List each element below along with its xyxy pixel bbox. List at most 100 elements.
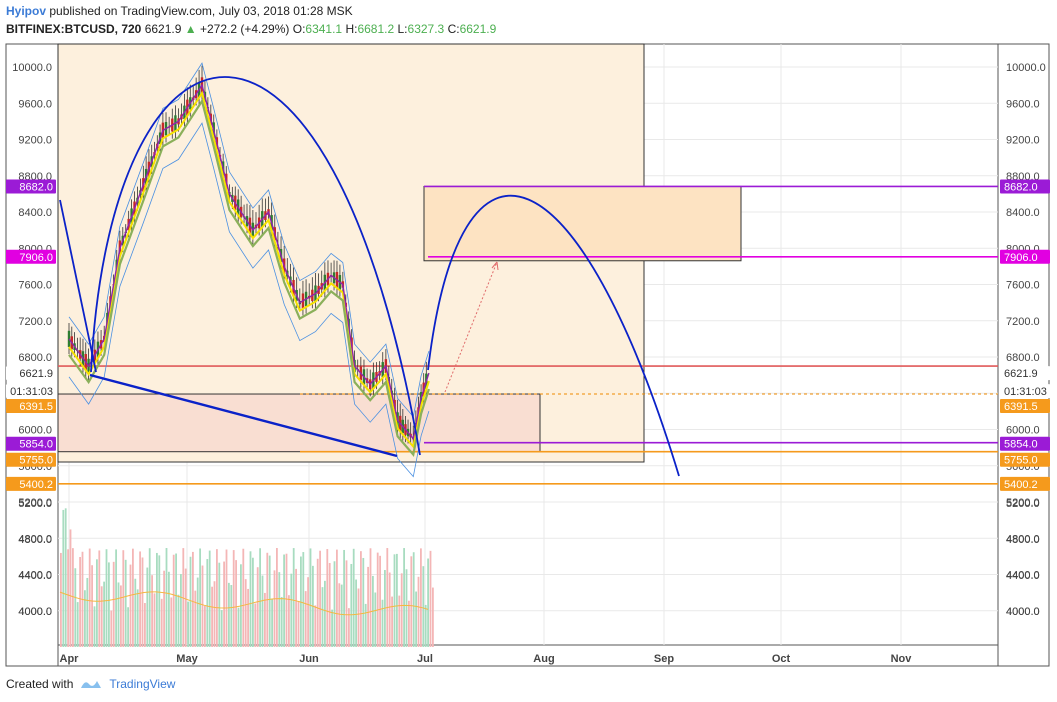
volume-bar bbox=[115, 549, 117, 647]
volume-bar bbox=[369, 548, 372, 647]
volume-bar bbox=[213, 581, 216, 647]
volume-bar bbox=[338, 583, 341, 647]
volume-bar bbox=[158, 555, 161, 647]
price-tick-label-left: 5200.0 bbox=[18, 497, 52, 509]
close-line bbox=[68, 83, 430, 441]
price-tick-label-right: 7600.0 bbox=[1006, 280, 1040, 292]
volume-bar bbox=[391, 596, 393, 647]
price-tag-right bbox=[1000, 384, 1050, 399]
price-tag-left bbox=[6, 384, 56, 399]
volume-bar bbox=[340, 584, 343, 647]
lower-band-line bbox=[68, 122, 430, 478]
price-tag-text-right: 5755.0 bbox=[1004, 455, 1038, 467]
candle-body bbox=[67, 330, 71, 347]
footer: Created with TradingView bbox=[6, 677, 175, 691]
upper-band-line bbox=[68, 62, 430, 418]
close-label: C: bbox=[447, 22, 460, 36]
volume-bar bbox=[398, 595, 401, 647]
cycle-arc-1 bbox=[90, 76, 421, 456]
volume-bar bbox=[177, 594, 180, 647]
volume-bar bbox=[388, 572, 391, 647]
price-tick-label-right: 4800.0 bbox=[1006, 533, 1040, 545]
volume-bar bbox=[410, 556, 413, 647]
price-tag-text-left: 5854.0 bbox=[19, 439, 53, 451]
volume-bar bbox=[69, 529, 72, 647]
time-tick-label: Nov bbox=[891, 653, 913, 665]
price-tag-text-right: 5400.2 bbox=[1004, 479, 1038, 491]
volume-bar bbox=[412, 552, 415, 647]
volume-bar bbox=[175, 553, 177, 647]
tradingview-brand[interactable]: TradingView bbox=[109, 677, 176, 691]
volume-bar bbox=[134, 578, 137, 647]
price-tag-text-left: 8682.0 bbox=[19, 181, 53, 193]
volume-bar bbox=[283, 554, 285, 647]
volume-bar bbox=[165, 548, 168, 647]
volume-bar bbox=[405, 569, 408, 647]
volume-bar bbox=[309, 548, 312, 647]
open-value: 6341.1 bbox=[305, 22, 343, 36]
volume-bar bbox=[403, 548, 405, 647]
volume-layer bbox=[59, 508, 434, 647]
volume-bar bbox=[127, 607, 129, 647]
price-tick-label-left: 7600.0 bbox=[18, 280, 52, 292]
volume-bar bbox=[235, 560, 237, 647]
volume-bar bbox=[132, 548, 134, 647]
volume-bar bbox=[244, 579, 247, 647]
volume-bar bbox=[319, 550, 321, 647]
volume-bar bbox=[273, 570, 276, 647]
price-tick-label-right: 6000.0 bbox=[1006, 425, 1040, 437]
volume-bar bbox=[96, 559, 98, 647]
volume-bar bbox=[201, 565, 204, 647]
volume-bar bbox=[333, 561, 336, 647]
volume-bar bbox=[100, 586, 103, 647]
volume-bar bbox=[242, 548, 245, 647]
volume-bar bbox=[110, 610, 113, 647]
volume-bar bbox=[302, 552, 305, 647]
volume-bar bbox=[170, 597, 173, 647]
volume-bar bbox=[264, 592, 266, 647]
volume-bar bbox=[386, 548, 389, 647]
volume-bar bbox=[216, 549, 218, 647]
price-tag-right bbox=[1000, 179, 1050, 194]
volume-bar bbox=[199, 548, 201, 647]
tradingview-logo-icon bbox=[81, 681, 102, 688]
price-tag-text-right: 5854.0 bbox=[1004, 439, 1038, 451]
support-trend-line bbox=[89, 373, 398, 458]
volume-bar bbox=[427, 558, 429, 647]
volume-bar bbox=[124, 559, 127, 647]
volume-bar bbox=[307, 577, 309, 647]
volume-bar bbox=[415, 591, 417, 647]
volume-bar bbox=[74, 568, 77, 647]
level-lines-layer bbox=[58, 185, 998, 485]
volume-bar bbox=[232, 550, 235, 647]
volume-bar bbox=[324, 580, 326, 647]
price-tag-right bbox=[1000, 366, 1050, 381]
volume-bar bbox=[297, 601, 300, 647]
volume-bar bbox=[357, 588, 360, 647]
price-tick-label-right: 9600.0 bbox=[1006, 98, 1040, 110]
price-tick-label-right: 5200.0 bbox=[1006, 497, 1040, 509]
volume-bar bbox=[256, 567, 259, 647]
price-tick-label-right: 4000.0 bbox=[1006, 606, 1040, 618]
volume-bar bbox=[326, 549, 329, 647]
volume-bar bbox=[247, 588, 249, 647]
volume-bar bbox=[381, 599, 384, 647]
volume-bar bbox=[184, 568, 187, 647]
volume-bar bbox=[360, 551, 362, 647]
symbol: BITFINEX:BTCUSD, 720 bbox=[6, 22, 142, 36]
up-arrow-icon: ▲ bbox=[184, 22, 197, 36]
volume-tick-label-right: 4800.0 bbox=[1006, 534, 1040, 546]
volume-bar bbox=[336, 549, 338, 647]
drawing-lines-layer bbox=[59, 76, 680, 477]
price-tag-left bbox=[6, 399, 56, 414]
price-tick-label-left: 9200.0 bbox=[18, 135, 52, 147]
price-tick-label-left: 6000.0 bbox=[18, 425, 52, 437]
symbol-info: BITFINEX:BTCUSD, 720 6621.9 ▲ +272.2 (+4… bbox=[6, 22, 496, 36]
volume-bar bbox=[146, 567, 149, 647]
volume-tick-label-left: 4800.0 bbox=[18, 534, 52, 546]
volume-bar bbox=[331, 609, 333, 647]
author-name[interactable]: Hyipov bbox=[6, 4, 47, 18]
drawing-boxes-layer bbox=[57, 43, 742, 463]
price-tick-label-right: 4400.0 bbox=[1006, 570, 1040, 582]
